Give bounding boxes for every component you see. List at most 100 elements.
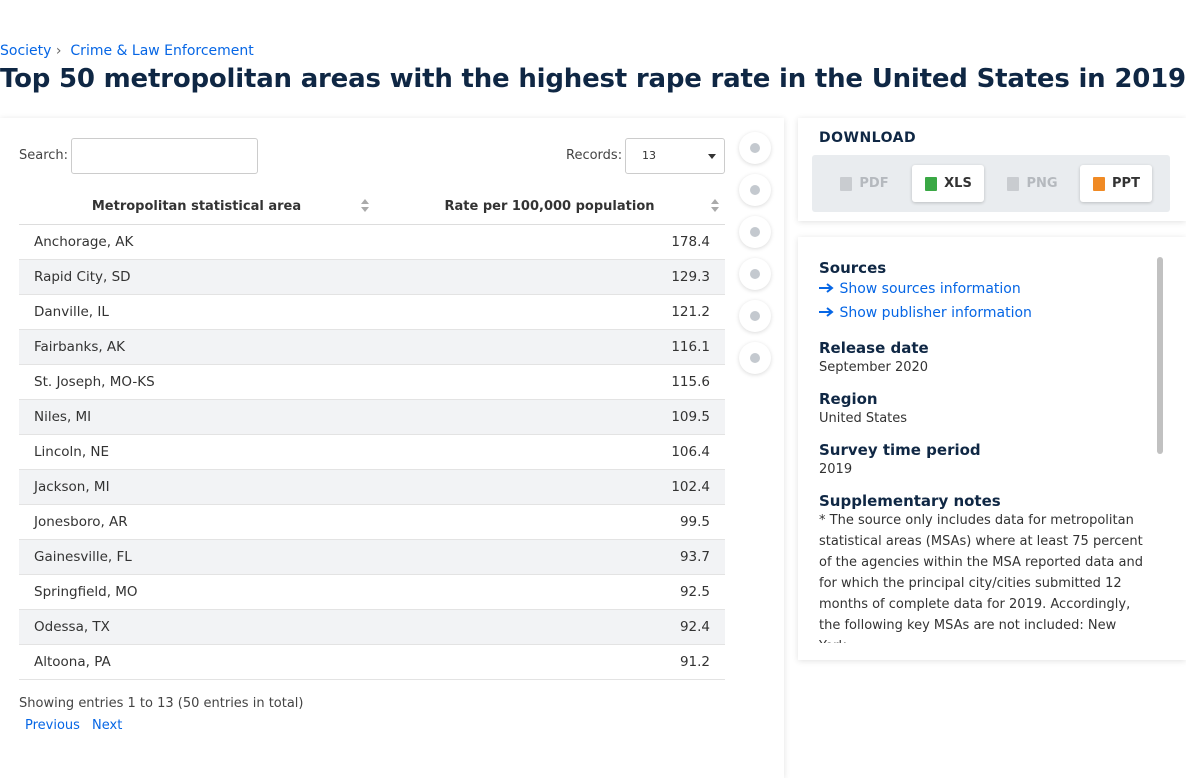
link-text: Show sources information [839,281,1021,297]
rate-cell: 92.5 [374,574,725,610]
area-cell: Danville, IL [19,294,374,330]
action-button[interactable] [739,258,771,290]
pagination-next[interactable]: Next [92,718,123,733]
table-row: Rapid City, SD 129.3 [19,259,725,295]
table-row: Niles, MI 109.5 [19,399,725,435]
section-text: * The source only includes data for metr… [819,513,1143,643]
area-cell: St. Joseph, MO-KS [19,364,374,400]
action-button[interactable] [739,300,771,332]
download-title: DOWNLOAD [819,130,917,146]
area-cell: Niles, MI [19,399,374,435]
download-label: PNG [1026,176,1058,191]
section-title: Supplementary notes [819,492,1001,510]
info-panel: Sources Show sources information Show pu… [798,237,1186,660]
download-button[interactable]: PDF [828,165,900,202]
table-row: Gainesville, FL 93.7 [19,539,725,575]
column-header[interactable]: Metropolitan statistical area [19,190,374,225]
info-link[interactable]: Show sources information [819,277,1144,301]
action-icon [750,143,760,153]
action-icon [750,227,760,237]
search-input[interactable] [71,138,258,174]
separator: › [55,43,62,59]
link-text: Show publisher information [839,305,1032,321]
action-button[interactable] [739,216,771,248]
area-cell: Rapid City, SD [19,259,374,295]
action-button[interactable] [739,342,771,374]
info-link[interactable]: Show publisher information [819,301,1144,325]
download-label: PPT [1112,176,1140,191]
area-cell: Anchorage, AK [19,224,374,260]
table-row: Danville, IL 121.2 [19,294,725,330]
page: Society › Crime & Law Enforcement Top 50… [0,43,1186,733]
area-cell: Lincoln, NE [19,434,374,470]
breadcrumb-link[interactable]: Crime & Law Enforcement [70,43,254,59]
table-panel: Search: Records: 13 Metropolitan statist… [0,118,784,778]
area-cell: Jonesboro, AR [19,504,374,540]
sources-title: Sources [819,259,887,277]
rate-cell: 121.2 [374,294,725,330]
section-title: Release date [819,339,929,357]
arrow-icon [819,283,834,293]
area-cell: Gainesville, FL [19,539,374,575]
download-panel: DOWNLOAD PDF XLS PNG PPT [798,118,1186,221]
section-title: Region [819,390,878,408]
breadcrumb: Society › Crime & Law Enforcement [0,43,254,59]
pagination-previous[interactable]: Previous [25,718,80,733]
records-value: 13 [642,149,656,162]
header-text: Metropolitan statistical area [91,199,302,215]
column-header[interactable]: Rate per 100,000 population [374,190,725,225]
area-cell: Fairbanks, AK [19,329,374,365]
table-row: Fairbanks, AK 116.1 [19,329,725,365]
action-button[interactable] [739,132,771,164]
table-row: Jackson, MI 102.4 [19,469,725,505]
action-icon [750,269,760,279]
rate-cell: 116.1 [374,329,725,365]
arrow-icon [819,307,834,317]
area-cell: Altoona, PA [19,644,374,680]
table-row: Anchorage, AK 178.4 [19,224,725,260]
file-icon [925,176,938,191]
download-button[interactable]: PPT [1080,165,1152,202]
table-row: Odessa, TX 92.4 [19,609,725,645]
download-label: XLS [944,176,972,191]
download-button[interactable]: XLS [912,165,984,202]
rate-cell: 129.3 [374,259,725,295]
entries-info: Showing entries 1 to 13 (50 entries in t… [19,696,304,711]
records-label: Records: [566,148,623,163]
sort-icon [711,199,719,212]
action-icon [750,353,760,363]
download-bar: PDF XLS PNG PPT [812,155,1170,212]
rate-cell: 93.7 [374,539,725,575]
table-row: St. Joseph, MO-KS 115.6 [19,364,725,400]
table-row: Springfield, MO 92.5 [19,574,725,610]
scrollbar [1157,257,1163,454]
rate-cell: 178.4 [374,224,725,260]
area-cell: Springfield, MO [19,574,374,610]
area-cell: Odessa, TX [19,609,374,645]
search-label: Search: [19,148,69,163]
section-title: Survey time period [819,441,981,459]
rate-cell: 91.2 [374,644,725,680]
dropdown-arrow [708,154,716,159]
rate-cell: 92.4 [374,609,725,645]
action-button[interactable] [739,174,771,206]
records-select[interactable]: 13 [625,138,725,174]
rate-cell: 102.4 [374,469,725,505]
sort-icon [361,199,369,212]
action-icon [750,185,760,195]
action-icon [750,311,760,321]
download-label: PDF [859,176,889,191]
header-text: Rate per 100,000 population [444,199,655,215]
page-title: Top 50 metropolitan areas with the highe… [0,64,1186,94]
breadcrumb-link[interactable]: Society [0,43,52,59]
rate-cell: 115.6 [374,364,725,400]
table-row: Altoona, PA 91.2 [19,644,725,680]
section-text: 2019 [819,462,853,477]
info-content: Sources Show sources information Show pu… [819,251,1144,643]
download-button[interactable]: PNG [996,165,1068,202]
section-text: United States [819,411,908,426]
table-row: Jonesboro, AR 99.5 [19,504,725,540]
rate-cell: 109.5 [374,399,725,435]
section-text: September 2020 [819,360,929,375]
data-table: Metropolitan statistical area Rate per 1… [19,190,725,680]
